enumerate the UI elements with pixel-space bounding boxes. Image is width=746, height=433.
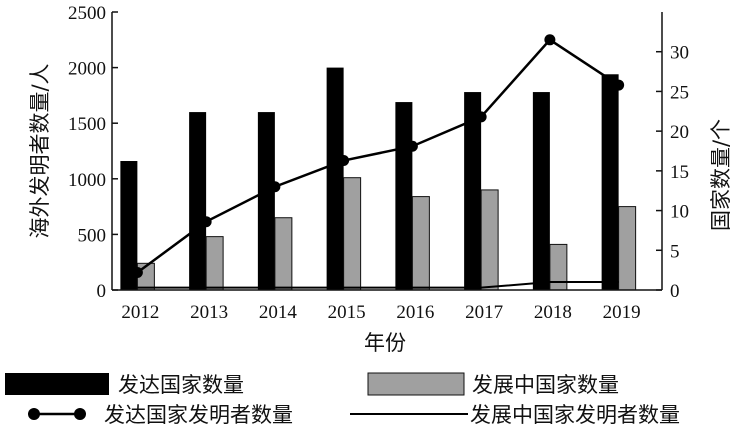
- legend-swatch-developed-marker: [74, 408, 86, 420]
- bar-developing: [480, 189, 499, 291]
- line-developing-inventors: [137, 281, 619, 289]
- bar-developed: [120, 161, 138, 290]
- y-left-tick-label: 2500: [68, 3, 106, 24]
- legend-swatch-developed-bar: [5, 373, 109, 395]
- point-developed-inventors: [200, 216, 212, 228]
- legend-swatch-developed-marker: [28, 408, 40, 420]
- legend-label-developing-bar: 发展中国家数量: [472, 373, 619, 397]
- bar-developing: [618, 206, 637, 291]
- x-tick-label: 2017: [465, 302, 503, 323]
- y-right-tick-label: 10: [670, 202, 689, 223]
- bar-developed: [464, 92, 482, 291]
- line-developed-inventors: [136, 38, 620, 274]
- legend-label-developed-line: 发达国家发明者数量: [104, 403, 293, 427]
- bar-developing: [343, 177, 362, 291]
- point-developed-inventors: [131, 267, 143, 279]
- x-tick-label: 2018: [534, 302, 572, 323]
- y-right-tick-label: 0: [670, 281, 680, 302]
- bar-developing: [205, 236, 224, 291]
- y-left-tick-label: 1500: [68, 114, 106, 135]
- y-axis-left-title: 海外发明者数量/人: [28, 63, 52, 238]
- y-right-tick-label: 20: [670, 122, 689, 143]
- x-axis-title: 年份: [364, 331, 406, 355]
- x-tick-label: 2016: [396, 302, 434, 323]
- legend-label-developed-bar: 发达国家数量: [118, 373, 244, 397]
- point-developed-inventors: [475, 111, 487, 123]
- bar-developing: [274, 217, 293, 291]
- y-left-tick-label: 2000: [68, 59, 106, 80]
- point-developed-inventors: [613, 79, 625, 91]
- y-right-tick-label: 15: [670, 162, 689, 183]
- y-left-tick-label: 1000: [68, 170, 106, 191]
- bar-developed: [601, 74, 619, 290]
- bar-developed: [395, 102, 413, 291]
- point-developed-inventors: [544, 34, 556, 46]
- y-right-tick-label: 25: [670, 82, 689, 103]
- bar-developing: [411, 196, 430, 291]
- legend-swatch-developing-bar: [367, 372, 465, 396]
- x-tick-label: 2013: [190, 302, 228, 323]
- y-left-tick-label: 500: [78, 225, 107, 246]
- bar-developed: [326, 67, 344, 290]
- point-developed-inventors: [338, 155, 350, 167]
- bar-developed: [189, 112, 207, 290]
- legend-label-developing-line: 发展中国家发明者数量: [470, 403, 680, 427]
- x-tick-label: 2014: [259, 302, 298, 323]
- bar-developed: [532, 92, 550, 291]
- x-tick-label: 2019: [603, 302, 641, 323]
- x-tick-label: 2015: [328, 302, 366, 323]
- y-left-tick-label: 0: [97, 281, 107, 302]
- bar-developing: [549, 243, 568, 291]
- y-right-tick-label: 30: [670, 43, 689, 64]
- y-axis-right-title: 国家数量/个: [709, 119, 733, 231]
- point-developed-inventors: [406, 140, 418, 152]
- bar-developed: [257, 112, 275, 290]
- point-developed-inventors: [269, 181, 281, 193]
- x-tick-label: 2012: [121, 302, 159, 323]
- y-right-tick-label: 5: [670, 241, 680, 262]
